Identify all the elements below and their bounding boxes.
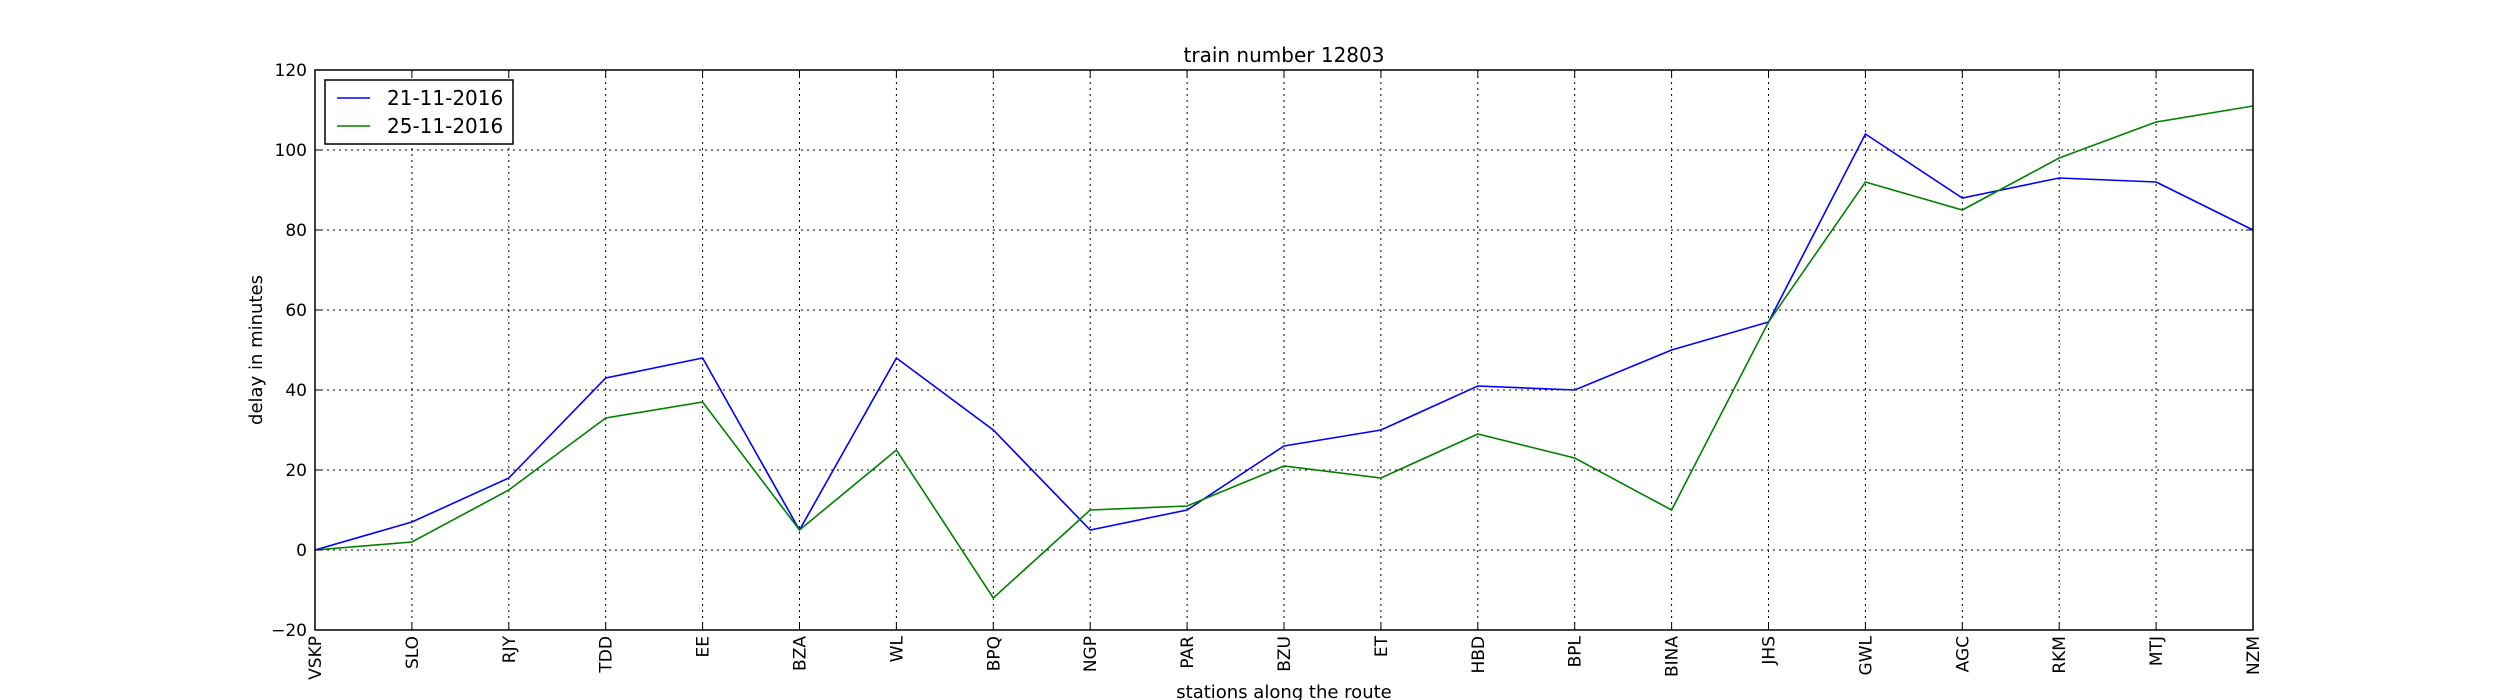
x-tick-label: NGP xyxy=(1081,636,1101,672)
series-line-1 xyxy=(314,132,2254,551)
y-tick-label: 80 xyxy=(285,221,307,241)
chart-title: train number 12803 xyxy=(1184,43,1385,67)
x-tick-label: BZU xyxy=(1275,636,1295,672)
x-tick-label: GWL xyxy=(1856,635,1876,675)
y-tick-label: 60 xyxy=(285,301,307,321)
x-tick-label: SLO xyxy=(403,636,423,669)
x-tick-label: HBD xyxy=(1469,636,1489,674)
y-axis-label: delay in minutes xyxy=(246,275,267,425)
x-tick-label: BINA xyxy=(1663,636,1683,677)
y-tick-label: 120 xyxy=(275,61,307,81)
series-lines xyxy=(314,105,2254,600)
x-tick-label: EE xyxy=(694,636,714,657)
x-tick-label: ET xyxy=(1372,635,1392,657)
y-tick-label: 0 xyxy=(296,541,307,561)
legend: 21-11-2016 25-11-2016 xyxy=(324,79,514,145)
axis-ticks: VSKP SLO RJY TDD EE BZA WL BPQ NGP PAR BZU ET HBD BPL… xyxy=(271,61,2264,680)
x-tick-label: PAR xyxy=(1178,636,1198,669)
y-tick-label: 100 xyxy=(275,141,307,161)
x-tick-label: RJY xyxy=(500,635,520,663)
x-tick-label: TDD xyxy=(597,636,617,674)
y-tick-label: −20 xyxy=(271,621,307,641)
x-tick-label: JHS xyxy=(1760,636,1780,666)
grid-lines xyxy=(315,70,2253,630)
y-tick-label: 20 xyxy=(285,461,307,481)
x-axis-label: stations along the route xyxy=(1176,682,1391,700)
x-tick-label: WL xyxy=(887,635,907,662)
x-tick-label: BZA xyxy=(791,636,811,671)
y-tick-label: 40 xyxy=(285,381,307,401)
x-tick-label: BPQ xyxy=(984,636,1004,671)
x-tick-label: VSKP xyxy=(306,636,326,680)
x-tick-label: MTJ xyxy=(2147,636,2167,666)
x-tick-label: RKM xyxy=(2050,636,2070,674)
x-tick-label: AGC xyxy=(1953,636,1973,672)
x-tick-label: BPL xyxy=(1566,635,1586,667)
series-line-2 xyxy=(314,105,2254,600)
legend-box xyxy=(324,79,514,145)
legend-label-series-2: 25-11-2016 xyxy=(387,114,503,138)
legend-label-series-1: 21-11-2016 xyxy=(387,86,503,110)
x-tick-label: NZM xyxy=(2244,636,2264,675)
